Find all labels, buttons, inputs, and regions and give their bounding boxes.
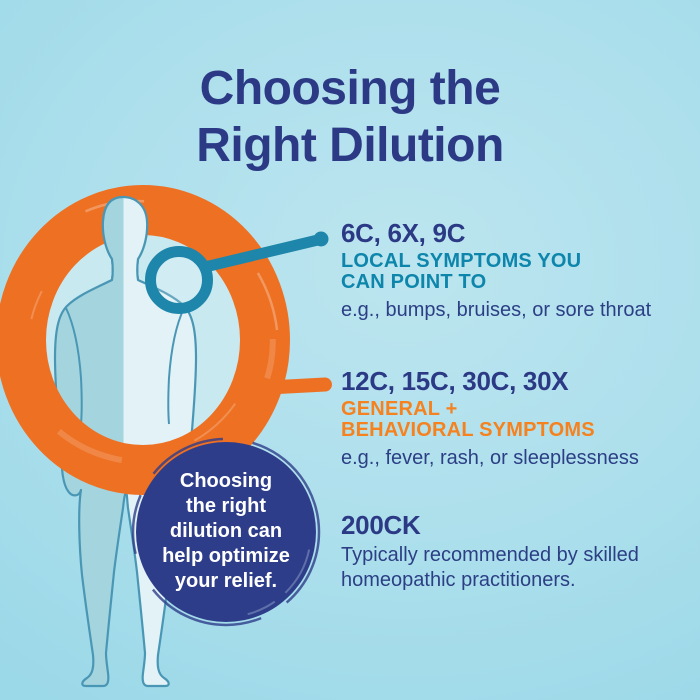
dilution-heading-12c: 12C, 15C, 30C, 30X: [341, 366, 569, 396]
dilution-section-local: 6C, 6X, 9C LOCAL SYMPTOMS YOU CAN POINT …: [341, 218, 691, 323]
page-title: Choosing the Right Dilution: [0, 60, 700, 174]
badge-caption: Choosing the right dilution can help opt…: [162, 470, 290, 592]
example-text-local: e.g., bumps, bruises, or sore throat: [341, 299, 652, 321]
symptom-type-label-local: LOCAL SYMPTOMS YOU CAN POINT TO: [341, 250, 582, 293]
dilution-section-200ck: 200CK Typically recommended by skilled h…: [341, 510, 691, 593]
arm-contour-line: [167, 307, 185, 425]
example-text-general: e.g., fever, rash, or sleeplessness: [341, 447, 639, 469]
navy-brush-circle: [131, 437, 321, 627]
page-title-line2: Right Dilution: [196, 119, 504, 172]
magnifying-glass-icon: [145, 231, 329, 314]
arm-contour-line: [65, 307, 83, 425]
orange-pointer-tick: [262, 377, 332, 395]
symptom-type-label-general: GENERAL + BEHAVIORAL SYMPTOMS: [341, 398, 595, 441]
example-text-200ck: Typically recommended by skilled homeopa…: [341, 544, 639, 591]
dilution-section-general: 12C, 15C, 30C, 30X GENERAL + BEHAVIORAL …: [341, 366, 691, 471]
dilution-heading-200ck: 200CK: [341, 510, 421, 540]
page-title-line1: Choosing the: [199, 62, 501, 115]
dilution-heading-6c: 6C, 6X, 9C: [341, 218, 466, 248]
human-body-silhouette: [53, 195, 198, 688]
